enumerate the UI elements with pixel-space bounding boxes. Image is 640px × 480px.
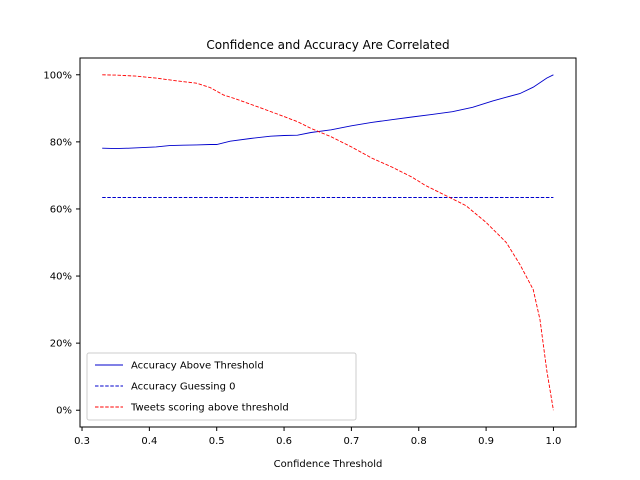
x-tick-label: 0.9 <box>478 436 494 447</box>
x-axis: 0.3 0.4 0.5 0.6 0.7 0.8 0.9 1.0 <box>74 427 561 447</box>
x-tick-label: 1.0 <box>545 436 561 447</box>
legend-box <box>86 352 357 421</box>
series-line-0 <box>102 74 554 150</box>
x-axis-label: Confidence Threshold <box>274 459 383 470</box>
x-tick-label: 0.5 <box>209 436 225 447</box>
y-axis: 0% 20% 40% 60% 80% 100% <box>43 70 80 417</box>
x-tick-label: 0.8 <box>411 436 427 447</box>
chart-title: Confidence and Accuracy Are Correlated <box>206 38 449 52</box>
x-tick-label: 0.6 <box>276 436 292 447</box>
legend-label: Accuracy Guessing 0 <box>131 382 236 393</box>
legend-label: Accuracy Above Threshold <box>131 361 264 372</box>
y-tick-label: 100% <box>43 70 72 81</box>
y-tick-label: 40% <box>50 272 72 283</box>
legend: Accuracy Above Threshold Accuracy Guessin… <box>86 352 357 421</box>
plot-lines <box>102 74 554 411</box>
series-line-2 <box>102 74 554 411</box>
plot-frame <box>79 57 577 428</box>
y-tick-label: 0% <box>56 406 72 417</box>
x-tick-label: 0.3 <box>74 436 90 447</box>
y-tick-label: 60% <box>50 204 72 215</box>
x-tick-label: 0.7 <box>343 436 359 447</box>
y-tick-label: 80% <box>50 137 72 148</box>
legend-label: Tweets scoring above threshold <box>130 403 289 414</box>
x-tick-label: 0.4 <box>141 436 157 447</box>
y-tick-label: 20% <box>50 339 72 350</box>
